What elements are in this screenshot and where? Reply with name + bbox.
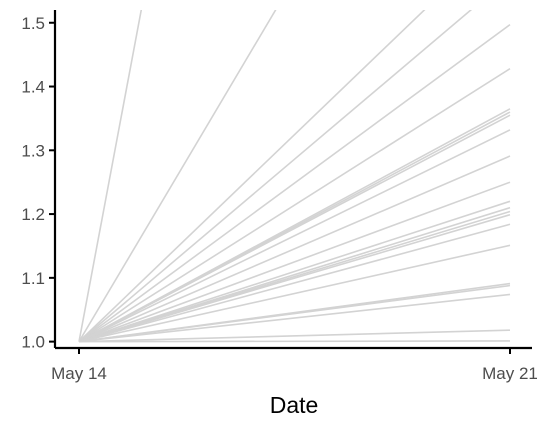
series-line-21 [78,293,511,343]
series-lines [78,10,511,343]
series-line-2 [78,10,277,343]
series-line-11 [78,155,511,343]
series-line-23 [78,340,511,343]
series-line-20 [78,284,511,343]
y-tick-label: 1.0 [21,333,45,352]
series-line-17 [78,223,511,343]
y-axis-ticks: 1.0 1.1 1.2 1.3 1.4 1.5 [21,14,55,352]
series-line-16 [78,213,511,343]
series-line-1 [78,10,143,342]
y-tick-label: 1.3 [21,141,45,160]
x-axis-title: Date [270,392,319,418]
axes [53,10,532,350]
y-tick-label: 1.1 [21,269,45,288]
series-line-9 [78,114,511,343]
y-tick-label: 1.4 [21,78,45,97]
series-line-18 [78,244,511,343]
series-line-6 [78,67,511,343]
x-axis-ticks: May 14 May 21 [51,348,538,383]
y-tick-label: 1.2 [21,205,45,224]
series-line-22 [78,329,511,343]
y-tick-label: 1.5 [21,14,45,33]
series-line-12 [78,181,511,343]
x-tick-label: May 14 [51,364,107,383]
series-line-3 [78,10,426,343]
series-line-13 [78,200,511,343]
series-line-4 [78,10,473,343]
series-line-5 [78,24,511,343]
series-line-10 [78,129,511,343]
x-tick-label: May 21 [482,364,538,383]
